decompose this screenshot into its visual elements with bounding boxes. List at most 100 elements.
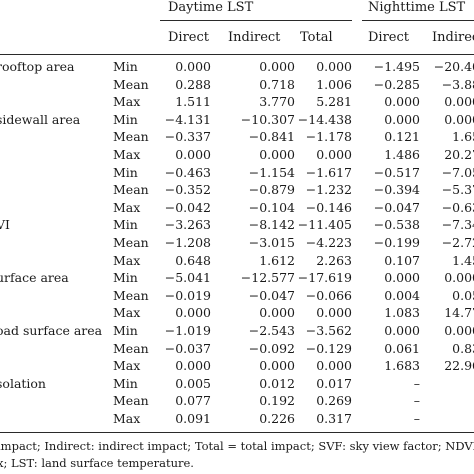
day-direct-cell: −4.131 xyxy=(164,111,211,127)
table-bottom-rule xyxy=(0,432,474,433)
variable-label: urface area xyxy=(0,270,69,286)
day-total-cell: −11.405 xyxy=(297,217,352,233)
day-indirect-cell: 0.192 xyxy=(259,393,295,409)
variable-label: oad surface area xyxy=(0,323,103,338)
statistic-label: Max xyxy=(113,411,141,426)
night-direct-cell: −0.538 xyxy=(373,217,420,233)
night-indirect-cell: −7.34 xyxy=(441,217,474,233)
night-indirect-cell: 0.000 xyxy=(444,94,474,110)
night-direct-cell: 0.000 xyxy=(384,111,420,127)
col-header-day-indirect: Indirect xyxy=(228,30,281,45)
header-bottom-rule xyxy=(0,54,474,55)
day-indirect-cell: −0.879 xyxy=(248,182,295,198)
day-indirect-cell: 0.000 xyxy=(259,147,295,162)
night-direct-cell: – xyxy=(413,375,420,391)
variable-label: solation xyxy=(0,375,46,391)
night-direct-cell: −0.285 xyxy=(373,76,420,92)
statistic-label: Min xyxy=(113,375,138,391)
night-indirect-cell: −7.05 xyxy=(441,164,474,180)
statistic-label: Max xyxy=(113,94,141,110)
night-indirect-cell: 22.96 xyxy=(444,358,474,374)
night-direct-cell: 1.083 xyxy=(384,305,420,321)
statistic-label: Mean xyxy=(113,340,149,356)
table-row: Min −0.463 −1.154 −1.617 −0.517 −7.05 xyxy=(0,164,474,182)
day-direct-cell: −0.019 xyxy=(164,287,211,303)
statistic-label: Min xyxy=(113,164,138,180)
nighttime-lst-header: Nighttime LST xyxy=(368,0,466,15)
table-row: VI Min −3.263 −8.142−11.405 −0.538 −7.34 xyxy=(0,216,474,234)
day-direct-cell: 0.091 xyxy=(175,411,211,426)
statistic-label: Min xyxy=(113,323,138,338)
day-indirect-cell: −12.577 xyxy=(240,270,295,286)
day-indirect-cell: −3.015 xyxy=(248,235,295,250)
table-row: Mean −0.352 −0.879 −1.232 −0.394 −5.37 xyxy=(0,181,474,199)
table-row: Mean −1.208 −3.015 −4.223 −0.199 −2.72 xyxy=(0,234,474,252)
col-header-night-direct: Direct xyxy=(368,30,409,45)
day-direct-cell: −0.337 xyxy=(164,129,211,145)
day-total-cell: 0.000 xyxy=(316,358,352,374)
table-row: Max 0.000 0.000 0.000 1.683 22.96 xyxy=(0,357,474,375)
day-direct-cell: 0.005 xyxy=(175,375,211,391)
night-direct-cell: 0.000 xyxy=(384,323,420,338)
day-direct-cell: 0.648 xyxy=(175,252,211,268)
night-indirect-cell: −5.37 xyxy=(441,182,474,198)
col-header-day-direct: Direct xyxy=(168,30,209,45)
day-total-cell: −1.617 xyxy=(305,164,352,180)
night-direct-cell: 0.107 xyxy=(384,252,420,268)
day-direct-cell: 0.000 xyxy=(175,147,211,162)
night-indirect-cell: 0.83 xyxy=(452,340,474,356)
night-indirect-cell: 14.77 xyxy=(444,305,474,321)
day-direct-cell: 1.511 xyxy=(175,94,211,110)
day-indirect-cell: −2.543 xyxy=(248,323,295,338)
day-direct-cell: 0.077 xyxy=(175,393,211,409)
col-header-day-total: Total xyxy=(300,30,333,45)
night-direct-cell: −0.517 xyxy=(373,164,420,180)
footnote-line-2: x; LST: land surface temperature. xyxy=(0,456,194,470)
statistic-label: Mean xyxy=(113,76,149,92)
statistic-label: Max xyxy=(113,252,141,268)
col-header-night-indirect: Indirec xyxy=(432,30,474,45)
table-row: Mean 0.288 0.718 1.006 −0.285 −3.88 xyxy=(0,76,474,94)
table-row: Max 0.000 0.000 0.000 1.083 14.77 xyxy=(0,304,474,322)
day-total-cell: 0.000 xyxy=(316,305,352,321)
night-indirect-cell: 0.000 xyxy=(444,323,474,338)
night-direct-cell: – xyxy=(413,411,420,426)
day-direct-cell: 0.288 xyxy=(175,76,211,92)
day-direct-cell: −3.263 xyxy=(164,217,211,233)
statistic-label: Mean xyxy=(113,287,149,303)
night-indirect-cell: 1.65 xyxy=(452,129,474,145)
statistic-label: Max xyxy=(113,358,141,374)
day-total-cell: −14.438 xyxy=(297,111,352,127)
day-indirect-cell: −0.104 xyxy=(248,199,295,215)
day-direct-cell: −0.037 xyxy=(164,340,211,356)
day-total-cell: 0.000 xyxy=(316,59,352,74)
day-indirect-cell: −10.307 xyxy=(240,111,295,127)
night-indirect-cell: 0.000 xyxy=(444,270,474,286)
day-total-cell: −17.619 xyxy=(297,270,352,286)
statistic-label: Max xyxy=(113,199,141,215)
day-indirect-cell: 0.718 xyxy=(259,76,295,92)
day-indirect-cell: −0.047 xyxy=(248,287,295,303)
night-direct-cell: −1.495 xyxy=(373,59,420,74)
night-direct-cell: 1.486 xyxy=(384,147,420,162)
day-indirect-cell: −1.154 xyxy=(248,164,295,180)
day-indirect-cell: 3.770 xyxy=(259,94,295,110)
night-indirect-cell: −3.88 xyxy=(441,76,474,92)
table-row: urface area Min −5.041 −12.577 −17.619 0.000 0… xyxy=(0,269,474,287)
night-direct-cell: 0.004 xyxy=(384,287,420,303)
table-row: Mean −0.037 −0.092 −0.129 0.061 0.83 xyxy=(0,340,474,358)
day-total-cell: 5.281 xyxy=(316,94,352,110)
night-direct-cell: −0.047 xyxy=(373,199,420,215)
night-indirect-cell: 20.27 xyxy=(444,147,474,162)
night-indirect-cell: 0.05 xyxy=(452,287,474,303)
night-direct-cell: 0.000 xyxy=(384,270,420,286)
table-row: Mean −0.019 −0.047 −0.066 0.004 0.05 xyxy=(0,287,474,305)
night-indirect-cell: −2.72 xyxy=(441,235,474,250)
day-direct-cell: 0.000 xyxy=(175,305,211,321)
statistic-label: Min xyxy=(113,111,138,127)
day-total-cell: −4.223 xyxy=(305,235,352,250)
day-direct-cell: −0.042 xyxy=(164,199,211,215)
